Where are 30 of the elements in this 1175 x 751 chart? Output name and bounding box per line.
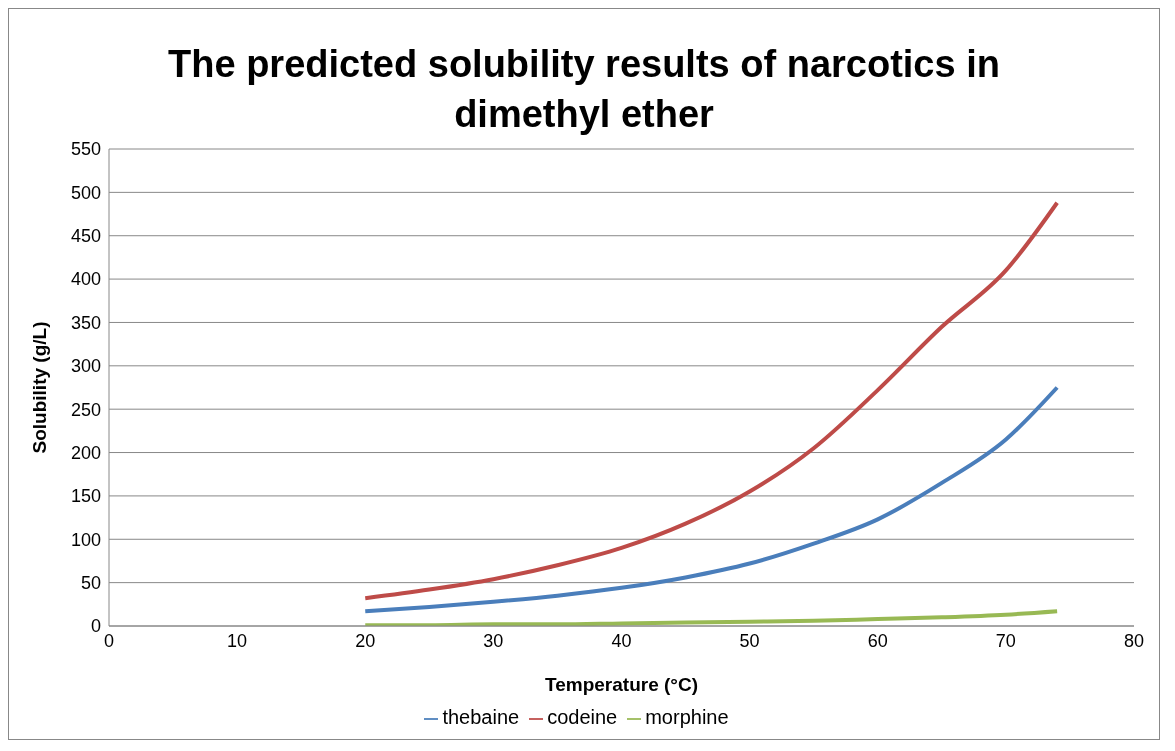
x-tick-label: 20: [355, 630, 376, 651]
x-tick-label: 0: [103, 630, 115, 651]
y-tick-label: 100: [70, 529, 101, 550]
chart-title: The predicted solubility results of narcotics in dimethyl ether: [167, 42, 1001, 137]
y-tick-label: 450: [70, 226, 101, 247]
y-tick-label: 550: [70, 139, 101, 160]
x-tick-label: 60: [867, 630, 888, 651]
x-axis-title: Temperature (°C): [545, 674, 698, 695]
y-tick-label: 400: [70, 269, 101, 290]
y-tick-label: 300: [70, 356, 101, 377]
x-tick-label: 10: [227, 630, 248, 651]
y-tick-label: 0: [90, 616, 101, 637]
y-tick-label: 150: [70, 486, 101, 507]
x-tick-label: 40: [611, 630, 632, 651]
y-tick-label: 350: [70, 312, 101, 333]
y-axis-title: Solubility (g/L): [28, 321, 50, 454]
y-tick-label: 250: [70, 399, 101, 420]
legend-label: codeine: [547, 706, 618, 728]
y-tick-label: 500: [70, 182, 101, 203]
line-series: [363, 385, 1060, 614]
line-series: [363, 200, 1060, 601]
y-tick-label: 50: [80, 573, 101, 594]
y-tick-label: 200: [70, 442, 101, 463]
x-tick-label: 50: [739, 630, 760, 651]
x-tick-label: 80: [1123, 630, 1145, 651]
x-tick-label: 70: [995, 630, 1016, 651]
legend-label: morphine: [645, 706, 729, 728]
x-tick-label: 30: [483, 630, 504, 651]
legend-label: thebaine: [442, 706, 520, 728]
line-series: [363, 609, 1060, 626]
